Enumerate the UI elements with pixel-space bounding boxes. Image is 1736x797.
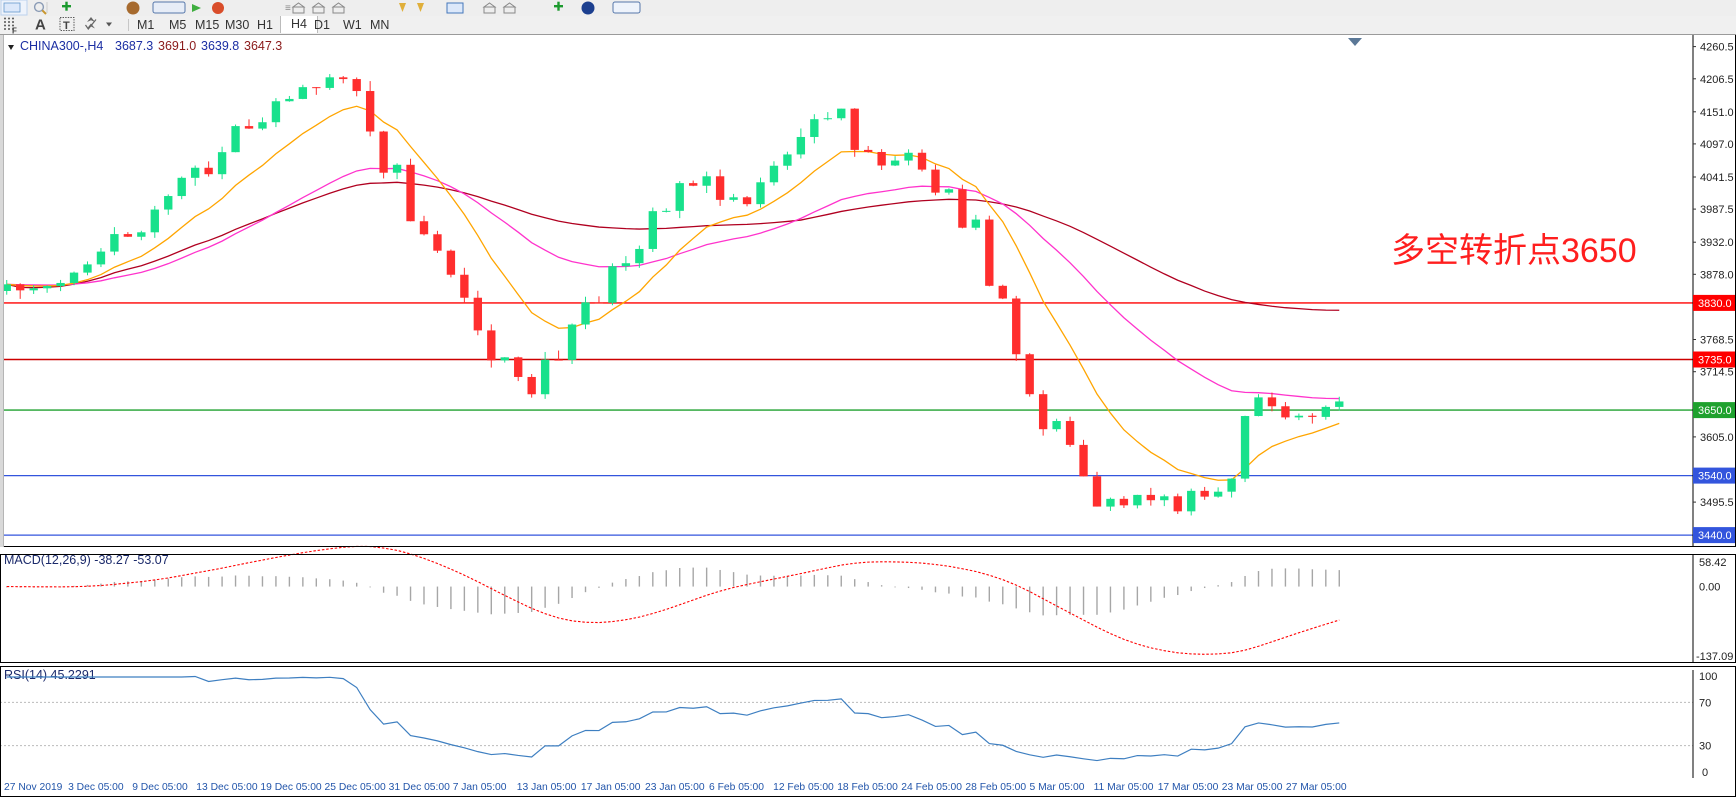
svg-text:11 Mar 05:00: 11 Mar 05:00 — [1094, 782, 1154, 793]
svg-text:3691.0: 3691.0 — [158, 39, 196, 53]
svg-text:17 Mar 05:00: 17 Mar 05:00 — [1158, 782, 1219, 793]
svg-text:3687.3: 3687.3 — [115, 39, 153, 53]
svg-text:5 Mar 05:00: 5 Mar 05:00 — [1030, 782, 1085, 793]
svg-text:3605.0: 3605.0 — [1700, 432, 1734, 444]
svg-text:30: 30 — [1699, 741, 1711, 753]
svg-text:3440.0: 3440.0 — [1698, 530, 1732, 542]
svg-text:6 Feb 05:00: 6 Feb 05:00 — [709, 782, 764, 793]
svg-text:-137.09: -137.09 — [1696, 651, 1733, 663]
svg-text:31 Dec 05:00: 31 Dec 05:00 — [389, 782, 451, 793]
svg-text:27 Mar 05:00: 27 Mar 05:00 — [1286, 782, 1347, 793]
svg-text:100: 100 — [1699, 671, 1717, 683]
svg-text:RSI(14) 45.2291: RSI(14) 45.2291 — [4, 668, 96, 682]
svg-text:A: A — [35, 17, 46, 34]
svg-text:17 Jan 05:00: 17 Jan 05:00 — [581, 782, 641, 793]
svg-text:0.00: 0.00 — [1699, 582, 1720, 594]
svg-text:3714.5: 3714.5 — [1700, 367, 1734, 379]
svg-text:3639.8: 3639.8 — [201, 39, 239, 53]
svg-text:13 Jan 05:00: 13 Jan 05:00 — [517, 782, 577, 793]
svg-text:4041.5: 4041.5 — [1700, 172, 1734, 184]
svg-text:3495.5: 3495.5 — [1700, 497, 1734, 509]
svg-text:19 Dec 05:00: 19 Dec 05:00 — [260, 782, 322, 793]
svg-text:3540.0: 3540.0 — [1698, 471, 1732, 483]
svg-text:3768.5: 3768.5 — [1700, 335, 1734, 347]
svg-text:13 Dec 05:00: 13 Dec 05:00 — [196, 782, 258, 793]
svg-text:T: T — [63, 20, 70, 32]
svg-text:3650.0: 3650.0 — [1698, 405, 1732, 417]
svg-text:58.42: 58.42 — [1699, 557, 1727, 569]
svg-text:F: F — [12, 27, 17, 35]
svg-text:23 Jan 05:00: 23 Jan 05:00 — [645, 782, 705, 793]
svg-text:24 Feb 05:00: 24 Feb 05:00 — [901, 782, 962, 793]
svg-text:7 Jan 05:00: 7 Jan 05:00 — [453, 782, 507, 793]
svg-text:23 Mar 05:00: 23 Mar 05:00 — [1222, 782, 1283, 793]
svg-text:9 Dec 05:00: 9 Dec 05:00 — [132, 782, 188, 793]
svg-text:4206.5: 4206.5 — [1700, 74, 1734, 86]
svg-text:18 Feb 05:00: 18 Feb 05:00 — [837, 782, 898, 793]
svg-text:27 Nov 2019: 27 Nov 2019 — [4, 782, 63, 793]
svg-text:3647.3: 3647.3 — [244, 39, 282, 53]
svg-text:CHINA300-,H4: CHINA300-,H4 — [20, 39, 103, 53]
svg-text:25 Dec 05:00: 25 Dec 05:00 — [325, 782, 387, 793]
svg-text:3987.5: 3987.5 — [1700, 204, 1734, 216]
svg-text:3735.0: 3735.0 — [1698, 355, 1732, 367]
svg-text:4097.0: 4097.0 — [1700, 139, 1734, 151]
svg-text:3 Dec 05:00: 3 Dec 05:00 — [68, 782, 124, 793]
svg-text:0: 0 — [1702, 767, 1708, 779]
svg-text:多空转折点3650: 多空转折点3650 — [1391, 232, 1637, 270]
svg-text:3932.0: 3932.0 — [1700, 237, 1734, 249]
svg-text:≡: ≡ — [285, 3, 291, 14]
svg-text:3830.0: 3830.0 — [1698, 298, 1732, 310]
svg-text:4260.5: 4260.5 — [1700, 42, 1734, 54]
svg-text:MACD(12,26,9) -38.27 -53.07: MACD(12,26,9) -38.27 -53.07 — [4, 553, 169, 567]
svg-text:3878.0: 3878.0 — [1700, 269, 1734, 281]
svg-text:12 Feb 05:00: 12 Feb 05:00 — [773, 782, 834, 793]
svg-text:28 Feb 05:00: 28 Feb 05:00 — [965, 782, 1026, 793]
svg-text:4151.0: 4151.0 — [1700, 107, 1734, 119]
svg-text:70: 70 — [1699, 697, 1711, 709]
